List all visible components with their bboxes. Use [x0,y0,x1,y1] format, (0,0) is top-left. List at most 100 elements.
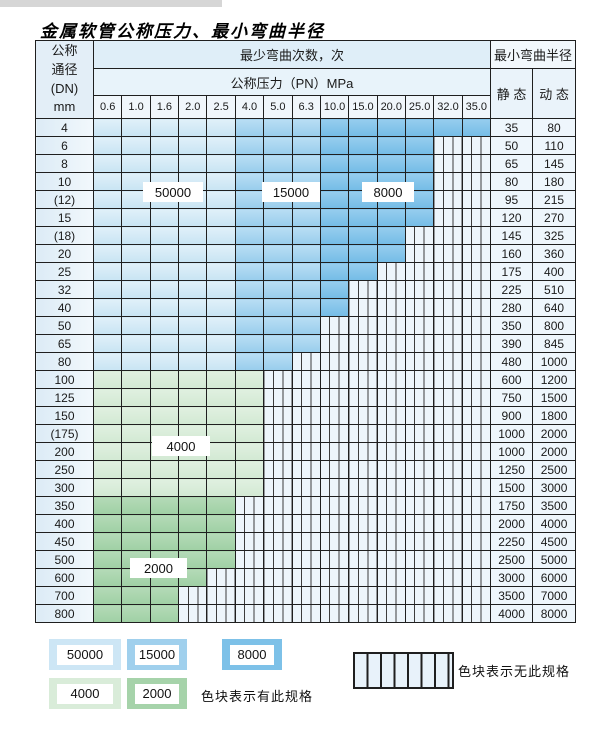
dynamic-radius-cell: 270 [532,208,577,227]
no-spec-cell [348,388,378,407]
no-spec-cell [348,460,378,479]
no-spec-cell [376,352,406,371]
table-row: 400 2000 4000 [35,514,577,533]
spec-available-cell [92,406,123,425]
pressure-value-header: 4.0 [234,95,265,119]
spec-available-cell [234,298,265,317]
no-spec-cell [433,424,463,443]
no-spec-cell [433,334,463,353]
spec-available-cell [149,514,180,533]
no-spec-cell [263,514,293,533]
no-spec-cell [461,604,492,623]
no-spec-cell [404,496,435,515]
no-spec-cell [461,514,492,533]
no-spec-cell [433,280,463,299]
dn-cell: 80 [35,352,94,371]
spec-available-cell [291,226,321,245]
no-spec-cell [433,550,463,569]
no-spec-cell [291,370,321,389]
spec-available-cell [263,280,293,299]
dn-cell: (12) [35,190,94,209]
table-row: 4 35 80 [35,118,577,137]
no-spec-cell [263,604,293,623]
spec-available-cell [149,460,180,479]
no-spec-cell [291,424,321,443]
static-radius-cell: 2250 [490,532,534,551]
static-radius-cell: 35 [490,118,534,137]
spec-available-cell [92,388,123,407]
table-row: 150 900 1800 [35,406,577,425]
spec-available-cell [92,352,123,371]
no-spec-cell [348,280,378,299]
no-spec-cell [376,424,406,443]
table-row: (18) 145 325 [35,226,577,245]
spec-available-cell [178,262,208,281]
table-row: 65 390 845 [35,334,577,353]
no-spec-cell [433,568,463,587]
spec-available-cell [92,604,123,623]
no-spec-cell [433,532,463,551]
spec-available-cell [404,154,435,173]
legend-swatch-value: 8000 [230,644,274,665]
spec-available-cell [319,136,350,155]
spec-available-cell [234,388,265,407]
spec-available-cell [121,496,151,515]
spec-available-cell [234,316,265,335]
spec-available-cell [263,118,293,137]
spec-available-cell [92,478,123,497]
no-spec-cell [348,442,378,461]
no-spec-cell [291,496,321,515]
spec-available-cell [234,136,265,155]
table-row: 125 750 1500 [35,388,577,407]
spec-available-cell [263,136,293,155]
no-spec-cell [461,424,492,443]
no-spec-cell [319,406,350,425]
no-spec-cell [263,496,293,515]
dynamic-radius-cell: 2000 [532,424,577,443]
dynamic-radius-cell: 1200 [532,370,577,389]
no-spec-cell [234,604,265,623]
spec-available-cell [92,334,123,353]
spec-available-cell [206,478,236,497]
spec-available-cell [92,586,123,605]
spec-available-cell [178,334,208,353]
spec-available-cell [149,316,180,335]
spec-available-cell [149,352,180,371]
dn-header-line: 通径 [51,61,78,77]
spec-available-cell [319,226,350,245]
dynamic-column-header: 动 态 [532,68,577,119]
pressure-value-header: 25.0 [404,95,435,119]
table-row: 700 3500 7000 [35,586,577,605]
spec-available-cell [206,172,236,191]
no-spec-cell [376,442,406,461]
table-row: 500 2500 5000 [35,550,577,569]
dynamic-radius-cell: 1000 [532,352,577,371]
no-spec-cell [433,496,463,515]
spec-available-cell [92,370,123,389]
spec-available-cell [234,172,265,191]
spec-available-cell [206,280,236,299]
dn-cell: 500 [35,550,94,569]
spec-available-cell [149,298,180,317]
spec-available-cell [348,262,378,281]
spec-available-cell [121,118,151,137]
spec-available-cell [234,208,265,227]
table-row: 350 1750 3500 [35,496,577,515]
spec-available-cell [206,316,236,335]
no-spec-cell [206,568,236,587]
spec-available-cell [376,226,406,245]
spec-available-cell [121,334,151,353]
no-spec-cell [376,478,406,497]
spec-available-cell [291,118,321,137]
spec-available-cell [92,118,123,137]
spec-available-cell [92,514,123,533]
spec-available-cell [234,352,265,371]
static-radius-cell: 65 [490,154,534,173]
table-row: 80 480 1000 [35,352,577,371]
spec-available-cell [149,154,180,173]
spec-available-cell [92,316,123,335]
dn-cell: 400 [35,514,94,533]
spec-available-cell [149,604,180,623]
legend-swatch-8000: 8000 [222,639,282,670]
spec-available-cell [121,424,151,443]
